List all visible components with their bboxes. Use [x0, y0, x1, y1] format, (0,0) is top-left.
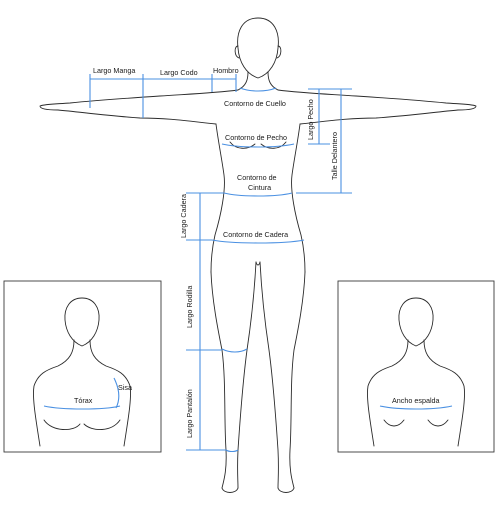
label-torax: Tórax	[74, 396, 93, 405]
ear-right	[276, 45, 282, 59]
label-sisa: Sisa	[118, 383, 132, 392]
arm-right-top	[277, 89, 477, 111]
label-ancho-espalda: Ancho espalda	[392, 396, 440, 405]
contorno-pecho-line	[221, 143, 295, 148]
main-body-figure	[39, 17, 477, 493]
label-largo-cadera: Largo Cadera	[179, 194, 188, 238]
inset-left-head	[64, 297, 100, 347]
inset-left-frame	[3, 280, 162, 453]
label-contorno-cintura-1: Contorno de	[237, 173, 277, 182]
inset-right-shoulder-blades	[383, 419, 449, 427]
label-contorno-pecho: Contorno de Pecho	[225, 133, 287, 142]
leg-left-outer	[210, 271, 227, 489]
torso-left	[210, 123, 225, 273]
torso-right	[291, 123, 306, 273]
neck-right	[267, 71, 279, 91]
arm-right-bottom	[299, 109, 459, 125]
arm-left-top	[39, 89, 239, 111]
measurement-labels: Largo Manga Largo Codo Hombro Contorno d…	[93, 66, 339, 438]
contorno-cintura-line	[223, 192, 293, 197]
neck-left	[237, 71, 249, 91]
sisa-line	[113, 377, 120, 409]
head-outline	[237, 17, 279, 79]
label-largo-manga: Largo Manga	[93, 66, 135, 75]
leg-right-outer	[289, 271, 306, 489]
contorno-cadera-line	[211, 239, 305, 244]
foot-right	[277, 487, 295, 493]
inset-left-neck	[33, 339, 131, 447]
label-contorno-cintura-2: Cintura	[248, 183, 271, 192]
label-largo-codo: Largo Codo	[160, 68, 198, 77]
ear-left	[234, 45, 240, 59]
inset-right-head	[398, 297, 434, 347]
label-contorno-cuello: Contorno de Cuello	[224, 99, 286, 108]
inset-right-neck	[367, 339, 465, 447]
leg-right-inner	[259, 261, 279, 489]
label-largo-rodilla: Largo Rodilla	[185, 286, 194, 328]
leg-left-inner	[237, 261, 257, 489]
label-contorno-cadera: Contorno de Cadera	[223, 230, 288, 239]
ankle-contour-line	[225, 449, 239, 453]
inset-front-torso: Tórax Sisa	[3, 280, 162, 453]
label-talle-delantero: Talle Delantero	[330, 132, 339, 180]
measurement-lines	[89, 74, 352, 453]
knee-contour-line	[221, 348, 248, 353]
label-largo-pecho: Largo Pecho	[306, 99, 315, 140]
arm-left-bottom	[57, 109, 217, 125]
ancho-espalda-line	[379, 405, 453, 410]
torax-line	[43, 405, 121, 410]
label-hombro: Hombro	[213, 66, 239, 75]
label-largo-pantalon: Largo Pantalón	[185, 389, 194, 438]
foot-left	[221, 487, 239, 493]
inset-back-torso: Ancho espalda	[337, 280, 495, 453]
inset-left-bust	[43, 419, 121, 430]
inset-right-frame	[337, 280, 495, 453]
contorno-cuello-line	[239, 87, 277, 92]
crotch	[255, 261, 261, 266]
bust-line	[229, 141, 287, 149]
